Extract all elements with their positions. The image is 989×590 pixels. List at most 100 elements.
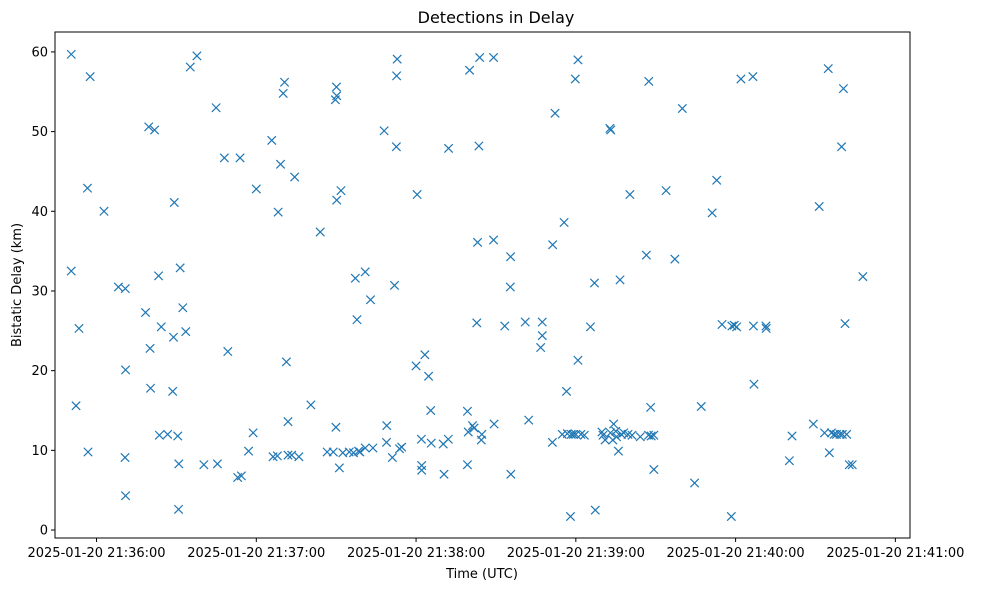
data-point-63 xyxy=(331,82,342,92)
x-tick-label-5: 2025-01-20 21:41:00 xyxy=(826,546,964,561)
data-point-126 xyxy=(548,240,558,250)
x-axis-label: Time (UTC) xyxy=(445,567,518,582)
data-point-58 xyxy=(315,227,325,237)
data-point-22 xyxy=(168,386,178,397)
data-point-80 xyxy=(382,421,392,431)
data-point-150 xyxy=(606,125,616,135)
y-axis: 0 10 20 30 40 50 60 xyxy=(31,45,55,539)
data-point-6 xyxy=(82,183,93,193)
data-point-165 xyxy=(644,76,654,87)
y-tick-label-2: 20 xyxy=(31,364,48,379)
data-point-15 xyxy=(149,125,160,135)
y-tick-label-1: 10 xyxy=(31,444,48,459)
data-point-186 xyxy=(761,321,771,331)
data-point-12 xyxy=(120,491,131,501)
data-point-104 xyxy=(463,427,473,437)
data-point-119 xyxy=(505,282,515,292)
data-point-171 xyxy=(670,254,680,264)
data-point-33 xyxy=(199,460,209,470)
data-point-74 xyxy=(355,447,365,457)
data-point-204 xyxy=(844,460,854,470)
data-point-141 xyxy=(579,430,589,440)
data-point-190 xyxy=(808,419,818,429)
data-point-67 xyxy=(336,185,346,196)
data-point-17 xyxy=(145,383,156,393)
data-point-93 xyxy=(417,465,427,475)
data-point-101 xyxy=(443,143,454,153)
data-point-79 xyxy=(379,126,389,136)
data-point-97 xyxy=(426,438,436,448)
data-point-105 xyxy=(464,65,475,75)
data-point-138 xyxy=(573,355,583,365)
data-point-205 xyxy=(847,460,857,470)
data-point-103 xyxy=(462,460,473,470)
data-point-19 xyxy=(156,322,166,332)
data-point-96 xyxy=(426,405,436,416)
x-tick-label-2: 2025-01-20 21:38:00 xyxy=(347,546,485,561)
data-point-147 xyxy=(600,435,610,445)
data-point-25 xyxy=(173,431,183,441)
data-point-168 xyxy=(649,430,659,440)
data-point-8 xyxy=(113,282,123,292)
data-point-3 xyxy=(74,323,84,334)
data-point-91 xyxy=(416,434,427,444)
plot-area xyxy=(54,31,911,539)
data-point-32 xyxy=(192,51,202,61)
data-point-145 xyxy=(597,427,607,437)
data-point-124 xyxy=(537,317,547,327)
data-point-23 xyxy=(169,197,179,208)
data-point-47 xyxy=(275,159,286,169)
data-point-41 xyxy=(243,446,254,456)
data-point-131 xyxy=(561,386,572,397)
data-points xyxy=(66,49,868,522)
data-point-20 xyxy=(154,430,165,440)
data-point-26 xyxy=(174,459,184,469)
data-point-193 xyxy=(823,64,833,74)
data-point-49 xyxy=(278,88,288,98)
data-point-163 xyxy=(641,250,652,260)
data-point-143 xyxy=(589,278,600,288)
data-point-120 xyxy=(505,252,516,262)
data-point-201 xyxy=(838,83,849,94)
data-point-57 xyxy=(306,400,316,410)
x-tick-label-0: 2025-01-20 21:36:00 xyxy=(27,546,165,561)
data-point-136 xyxy=(570,74,580,84)
data-point-81 xyxy=(381,437,392,448)
data-point-56 xyxy=(294,452,304,462)
data-point-52 xyxy=(283,417,293,427)
data-point-110 xyxy=(474,141,484,151)
data-point-65 xyxy=(331,422,341,432)
data-point-18 xyxy=(153,271,164,281)
data-point-185 xyxy=(749,379,759,389)
data-point-43 xyxy=(251,184,261,194)
data-point-85 xyxy=(392,54,402,64)
data-point-30 xyxy=(181,326,191,337)
data-point-134 xyxy=(566,429,576,440)
data-point-194 xyxy=(824,448,834,458)
data-point-198 xyxy=(835,429,845,440)
data-point-121 xyxy=(520,317,530,327)
data-point-89 xyxy=(411,361,421,371)
data-point-202 xyxy=(840,319,850,329)
data-point-184 xyxy=(748,321,759,331)
y-tick-label-4: 40 xyxy=(31,205,48,220)
data-point-177 xyxy=(717,319,727,330)
data-point-154 xyxy=(611,432,622,442)
data-point-149 xyxy=(605,428,616,438)
data-point-200 xyxy=(837,429,847,440)
data-point-71 xyxy=(350,273,360,283)
data-point-118 xyxy=(506,469,516,479)
data-point-195 xyxy=(826,428,837,438)
data-point-0 xyxy=(66,49,76,59)
data-point-139 xyxy=(573,55,583,65)
data-point-60 xyxy=(328,447,338,457)
data-point-189 xyxy=(787,431,797,441)
data-point-54 xyxy=(287,450,297,460)
data-point-122 xyxy=(524,415,534,425)
data-point-191 xyxy=(814,201,824,212)
data-point-173 xyxy=(689,478,700,488)
data-point-7 xyxy=(99,206,109,216)
y-tick-label-3: 30 xyxy=(31,284,48,299)
